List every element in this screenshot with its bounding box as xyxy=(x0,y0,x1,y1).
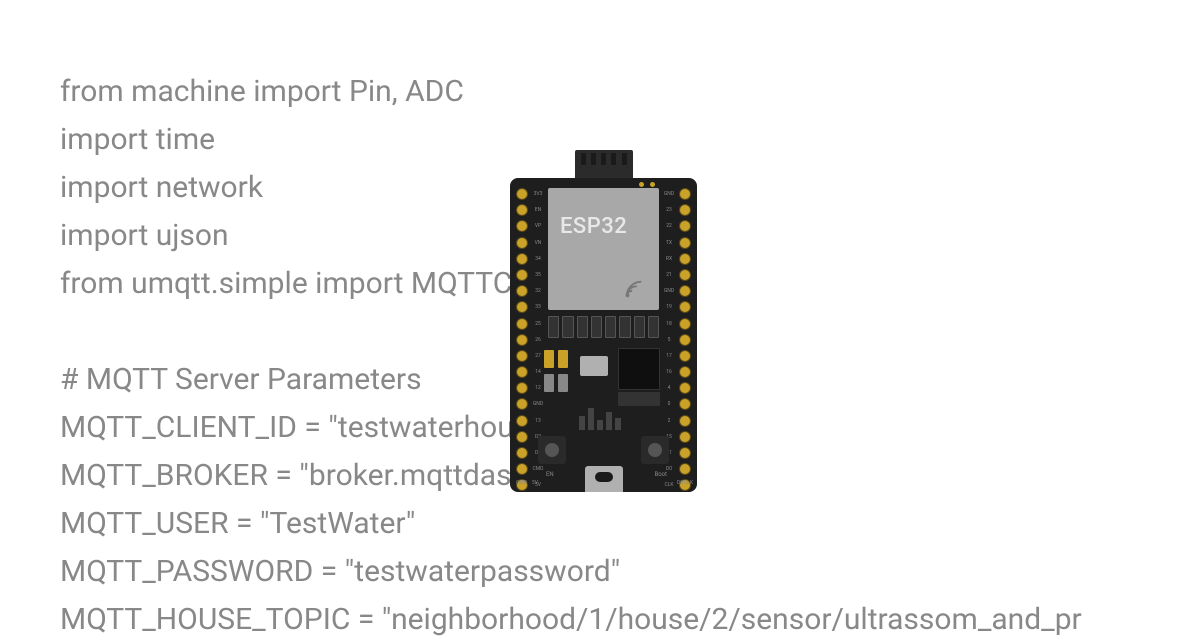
gpio-pin xyxy=(516,463,528,475)
gpio-pin xyxy=(516,382,528,394)
pin-label: GND xyxy=(661,188,677,200)
pin-label: 32 xyxy=(530,285,546,297)
pin-column-left xyxy=(516,188,528,491)
pin-label: 26 xyxy=(530,334,546,346)
passive-components xyxy=(579,400,629,430)
gpio-pin xyxy=(516,318,528,330)
gpio-pin xyxy=(679,431,691,443)
gpio-pin xyxy=(516,220,528,232)
gpio-pin xyxy=(679,220,691,232)
pin-label: 25 xyxy=(530,318,546,330)
gpio-pin xyxy=(679,301,691,313)
gpio-pin xyxy=(516,415,528,427)
pin-label: VN xyxy=(530,237,546,249)
gpio-pin xyxy=(679,463,691,475)
chip-pad-row xyxy=(548,316,659,338)
antenna xyxy=(575,150,633,180)
gpio-pin xyxy=(516,431,528,443)
antenna-teeth xyxy=(581,153,627,165)
gpio-pin xyxy=(679,334,691,346)
pin-label: TX xyxy=(661,237,677,249)
gpio-pin xyxy=(516,366,528,378)
pin-label: 2 xyxy=(661,415,677,427)
shield-label: ESP32 xyxy=(560,214,627,239)
gpio-pin xyxy=(516,301,528,313)
pin-column-right xyxy=(679,188,691,491)
antenna-solder-dots xyxy=(639,182,655,187)
gpio-pin xyxy=(679,447,691,459)
pin-label: RX xyxy=(661,253,677,265)
gpio-pin xyxy=(679,415,691,427)
bottom-pin-label: CLK xyxy=(684,480,693,486)
pin-label: CMD xyxy=(530,463,546,475)
code-line: from machine import Pin, ADC xyxy=(60,68,1180,116)
pcb: 3V3ENVPVN343532332526271412GND13D2D3CMD5… xyxy=(510,178,697,492)
boot-button-label: Boot xyxy=(654,471,667,478)
pin-label: 4 xyxy=(661,382,677,394)
gpio-pin xyxy=(516,269,528,281)
gpio-pin xyxy=(679,237,691,249)
pin-label: 0 xyxy=(661,398,677,410)
gpio-pin xyxy=(679,350,691,362)
gpio-pin xyxy=(679,253,691,265)
bottom-pin-label: D0 xyxy=(677,480,683,486)
pin-label: 23 xyxy=(661,204,677,216)
pin-label: 16 xyxy=(661,366,677,378)
gpio-pin xyxy=(679,269,691,281)
pin-label: 19 xyxy=(661,301,677,313)
gpio-pin xyxy=(516,237,528,249)
pin-label: CLK xyxy=(661,479,677,491)
gpio-pin xyxy=(516,285,528,297)
pin-label: EN xyxy=(530,204,546,216)
en-button-label: EN xyxy=(546,471,554,478)
pin-label: 22 xyxy=(661,220,677,232)
pin-label: 13 xyxy=(530,415,546,427)
gpio-pin xyxy=(679,366,691,378)
gpio-pin xyxy=(679,382,691,394)
pin-label: 3V3 xyxy=(530,188,546,200)
gpio-pin xyxy=(516,398,528,410)
gpio-pin xyxy=(679,318,691,330)
esp32-board-illustration: 3V3ENVPVN343532332526271412GND13D2D3CMD5… xyxy=(510,150,697,492)
bottom-pin-label: 5V xyxy=(532,480,538,486)
gpio-pin xyxy=(516,253,528,265)
pin-label: 35 xyxy=(530,269,546,281)
gpio-pin xyxy=(516,447,528,459)
en-button xyxy=(538,436,566,464)
gpio-pin xyxy=(679,188,691,200)
pin-label: 21 xyxy=(661,269,677,281)
micro-usb-port xyxy=(585,466,623,492)
gpio-pin xyxy=(679,204,691,216)
code-line: MQTT_USER = "TestWater" xyxy=(60,500,1180,548)
pin-label: 5 xyxy=(661,334,677,346)
pin-label: 17 xyxy=(661,350,677,362)
pin-label: GND xyxy=(661,285,677,297)
pin-label: 33 xyxy=(530,301,546,313)
espressif-logo-icon xyxy=(623,278,645,300)
gpio-pin xyxy=(516,334,528,346)
code-line: MQTT_PASSWORD = "testwaterpassword" xyxy=(60,548,1180,596)
gpio-pin xyxy=(679,285,691,297)
gpio-pin xyxy=(516,188,528,200)
code-line: MQTT_HOUSE_TOPIC = "neighborhood/1/house… xyxy=(60,596,1180,644)
boot-button xyxy=(641,436,669,464)
pin-label: 34 xyxy=(530,253,546,265)
rf-shield: ESP32 xyxy=(548,188,659,310)
pin-label: VP xyxy=(530,220,546,232)
bottom-pin-label: CMD xyxy=(516,480,527,486)
gpio-pin xyxy=(516,350,528,362)
gpio-pin xyxy=(516,204,528,216)
gpio-pin xyxy=(679,398,691,410)
pin-label: 18 xyxy=(661,318,677,330)
